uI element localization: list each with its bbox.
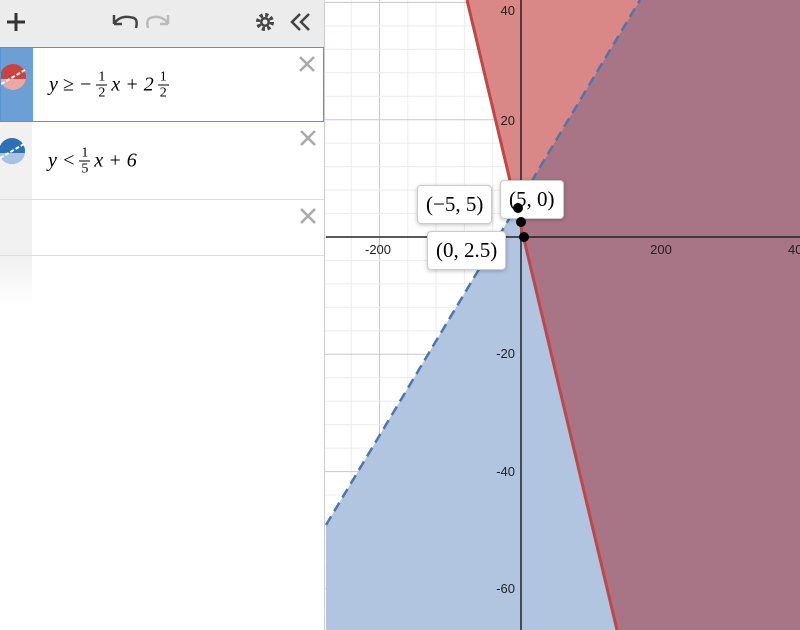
settings-button[interactable] [256, 13, 274, 31]
x-tick-label: -200 [365, 242, 391, 257]
collapse-button[interactable] [290, 13, 310, 31]
y-tick-label: 40 [501, 3, 515, 18]
denominator: 2 [98, 85, 106, 100]
expression-row[interactable] [0, 200, 324, 256]
color-icon[interactable] [0, 136, 32, 168]
y-tick-label: -20 [496, 346, 515, 361]
undo-button[interactable] [112, 15, 138, 29]
numerator: 1 [96, 69, 108, 85]
expression-math: y <1 5 x + 6 [48, 145, 137, 176]
toolbar-icons [7, 13, 310, 31]
math-text: y ≥ − [49, 73, 93, 95]
color-icon[interactable] [1, 62, 33, 94]
x-tick-label: 200 [650, 242, 672, 257]
gutter [0, 200, 32, 255]
red-region [467, 0, 640, 207]
overlap-region [516, 0, 800, 630]
point-label: (5, 0) [500, 180, 564, 219]
delete-button[interactable] [297, 54, 317, 74]
point-label: (0, 2.5) [427, 231, 507, 270]
denominator: 5 [81, 161, 89, 176]
redo-button[interactable] [146, 15, 170, 29]
delete-button[interactable] [298, 206, 318, 226]
y-tick-label: 20 [501, 113, 515, 128]
delete-button[interactable] [298, 128, 318, 148]
add-button[interactable] [7, 13, 25, 31]
math-text: x + 6 [94, 149, 137, 171]
point-label: (−5, 5) [417, 185, 493, 224]
x-tick-label: 40 [788, 242, 800, 257]
y-tick-label: -60 [496, 581, 515, 596]
denominator: 2 [159, 85, 167, 100]
y-tick-label: -40 [496, 464, 515, 479]
expression-row [0, 256, 324, 306]
math-text: y < [48, 149, 76, 171]
blue-region [326, 207, 617, 630]
solid-boundary [465, 0, 619, 630]
numerator: 1 [157, 69, 169, 85]
toolbar [0, 0, 324, 47]
gutter [0, 256, 32, 306]
numerator: 1 [79, 145, 91, 161]
math-text: x + 2 [111, 73, 154, 95]
expression-row[interactable]: y <1 5 x + 6 [0, 122, 324, 200]
